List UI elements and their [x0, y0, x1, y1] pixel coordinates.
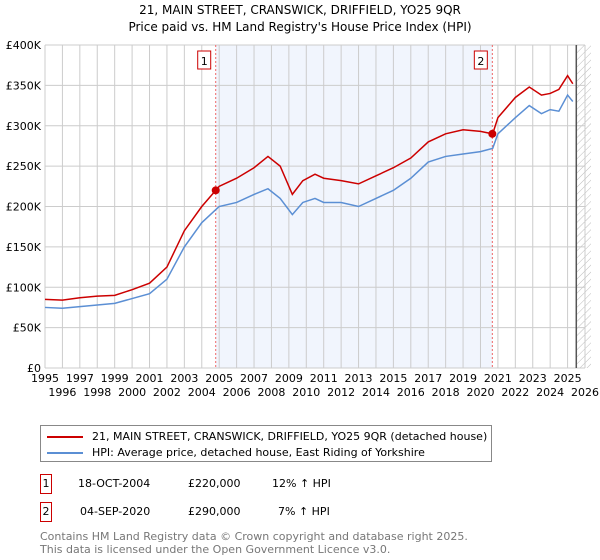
x-tick-label: 2024 — [536, 386, 564, 399]
legend: 21, MAIN STREET, CRANSWICK, DRIFFIELD, Y… — [40, 425, 492, 462]
annotation-label: 1 — [201, 55, 208, 68]
red-line-swatch — [47, 435, 83, 438]
annotation-label: 2 — [477, 55, 484, 68]
blue-line-swatch — [47, 451, 83, 454]
annotation-box — [197, 50, 212, 70]
x-tick-label: 2025 — [554, 372, 582, 385]
footer: Contains HM Land Registry data © Crown c… — [40, 530, 468, 556]
price-chart: 21, MAIN STREET, CRANSWICK, DRIFFIELD, Y… — [6, 3, 599, 399]
x-tick-label: 2005 — [205, 372, 233, 385]
x-tick-label: 1997 — [66, 372, 94, 385]
x-tick-label: 2015 — [379, 372, 407, 385]
y-tick-label: £50K — [13, 322, 42, 335]
x-tick-label: 2004 — [188, 386, 216, 399]
marker-badge: 2 — [40, 502, 52, 522]
x-tick-label: 2016 — [397, 386, 425, 399]
legend-blue-label: HPI: Average price, detached house, East… — [92, 446, 425, 459]
y-tick-label: £0 — [27, 362, 41, 375]
y-tick-label: £200K — [6, 201, 42, 214]
y-tick-label: £300K — [6, 120, 42, 133]
transaction-price: £290,000 — [188, 505, 241, 518]
x-tick-label: 2011 — [310, 372, 338, 385]
x-tick-label: 2018 — [432, 386, 460, 399]
x-tick-label: 2021 — [484, 372, 512, 385]
x-tick-label: 1995 — [31, 372, 59, 385]
transaction-row: 1 18-OCT-2004 £220,000 12% ↑ HPI — [40, 474, 440, 494]
sale-point — [211, 186, 220, 195]
x-tick-label: 2000 — [118, 386, 146, 399]
y-tick-label: £100K — [6, 281, 42, 294]
x-tick-label: 2017 — [414, 372, 442, 385]
x-tick-label: 2023 — [519, 372, 547, 385]
transaction-row: 2 04-SEP-2020 £290,000 7% ↑ HPI — [40, 502, 440, 522]
x-tick-label: 2012 — [327, 386, 355, 399]
transaction-hpi: 12% ↑ HPI — [272, 477, 331, 490]
x-tick-label: 2001 — [136, 372, 164, 385]
x-tick-label: 2010 — [292, 386, 320, 399]
footer-line: This data is licensed under the Open Gov… — [40, 543, 391, 556]
y-tick-label: £400K — [6, 39, 42, 52]
footer-line: Contains HM Land Registry data © Crown c… — [40, 530, 468, 543]
annotation-box — [473, 50, 488, 70]
property-series-line — [44, 74, 574, 301]
x-tick-label: 2014 — [362, 386, 390, 399]
sale-point — [488, 129, 497, 138]
y-tick-label: £150K — [6, 241, 42, 254]
x-tick-label: 2002 — [153, 386, 181, 399]
x-tick-label: 2007 — [240, 372, 268, 385]
chart-title: 21, MAIN STREET, CRANSWICK, DRIFFIELD, Y… — [139, 3, 461, 17]
x-tick-label: 2006 — [223, 386, 251, 399]
y-tick-label: £250K — [6, 160, 42, 173]
x-tick-label: 2022 — [501, 386, 529, 399]
x-tick-label: 2026 — [571, 386, 599, 399]
x-tick-label: 2008 — [257, 386, 285, 399]
legend-red-label: 21, MAIN STREET, CRANSWICK, DRIFFIELD, Y… — [92, 430, 488, 443]
x-tick-label: 1996 — [48, 386, 76, 399]
chart-subtitle: Price paid vs. HM Land Registry's House … — [128, 20, 471, 34]
transaction-date: 18-OCT-2004 — [78, 477, 151, 490]
hpi-series-line — [44, 93, 574, 309]
x-tick-label: 2020 — [466, 386, 494, 399]
transaction-price: £220,000 — [188, 477, 241, 490]
x-tick-label: 2009 — [275, 372, 303, 385]
y-tick-label: £350K — [6, 79, 42, 92]
x-tick-label: 1998 — [83, 386, 111, 399]
marker-badge: 1 — [40, 474, 52, 494]
x-tick-label: 2013 — [345, 372, 373, 385]
x-tick-label: 1999 — [101, 372, 129, 385]
transaction-hpi: 7% ↑ HPI — [278, 505, 330, 518]
x-tick-label: 2003 — [170, 372, 198, 385]
transaction-date: 04-SEP-2020 — [80, 505, 151, 518]
x-tick-label: 2019 — [449, 372, 477, 385]
